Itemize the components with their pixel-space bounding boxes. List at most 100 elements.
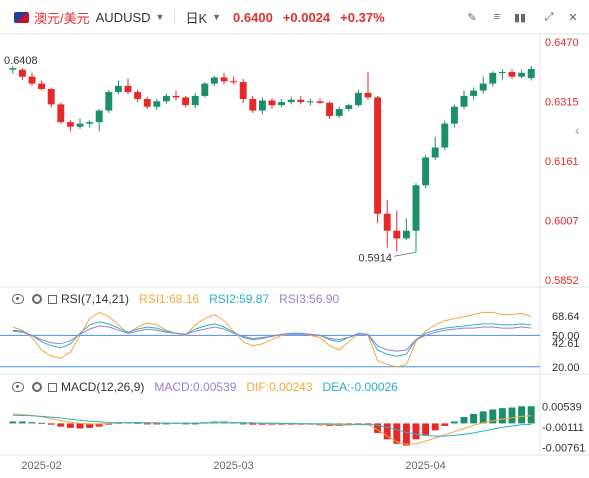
macd-tick-label: -0.00761 xyxy=(542,443,585,455)
draw-tool-icon[interactable]: ✎ xyxy=(467,11,477,24)
time-tick-label: 2025-02 xyxy=(21,460,61,472)
rsi-series-line xyxy=(12,325,532,352)
last-price: 0.6400 xyxy=(233,9,273,25)
candle-body xyxy=(162,95,170,102)
candle-body xyxy=(172,95,180,98)
period-chevron-down-icon[interactable]: ▼ xyxy=(212,12,222,22)
candle-body xyxy=(345,105,353,110)
candle-body xyxy=(47,88,55,105)
macd-histogram-bar xyxy=(422,423,430,435)
divider xyxy=(174,10,176,24)
rsi-box-icon[interactable] xyxy=(48,294,57,304)
macd-histogram-bar xyxy=(518,406,526,424)
candle-body xyxy=(470,90,478,96)
collapse-chevron-icon[interactable]: ‹ xyxy=(575,122,580,138)
dif-line xyxy=(12,413,532,445)
macd-histogram-bar xyxy=(162,423,170,425)
high-price-label: 0.6408 xyxy=(4,55,38,67)
candle-body xyxy=(278,102,286,106)
rsi2-value: RSI2:59.87 xyxy=(209,292,270,306)
candle-body xyxy=(182,97,190,106)
indicator-icon[interactable]: ≡ xyxy=(493,11,501,23)
rsi-gear-icon[interactable] xyxy=(32,294,42,304)
low-price-pointer xyxy=(393,251,417,257)
candle-body xyxy=(230,81,238,83)
candle-body xyxy=(412,185,420,231)
price-tick-label: 0.6161 xyxy=(545,156,579,168)
candle-body xyxy=(249,98,257,111)
candle-body xyxy=(326,102,334,116)
candle-body xyxy=(383,213,391,231)
fullscreen-icon[interactable]: ⤢ xyxy=(544,10,554,23)
macd-histogram-bar xyxy=(479,411,487,424)
candle-body xyxy=(306,101,314,103)
dea-line xyxy=(12,414,532,437)
period-selector[interactable]: 日K xyxy=(185,10,208,26)
candle-body xyxy=(105,92,113,111)
macd-histogram-bar xyxy=(441,423,449,426)
pair-name[interactable]: 澳元/美元 xyxy=(34,10,90,26)
chevron-down-icon[interactable]: ▼ xyxy=(155,12,165,22)
macd-histogram-bar xyxy=(450,421,458,424)
candle-body xyxy=(374,97,382,214)
candle-body xyxy=(153,101,161,107)
price-tick-label: 0.6315 xyxy=(545,97,579,109)
candle-body xyxy=(239,82,247,99)
macd-histogram-bar xyxy=(412,423,420,440)
macd-histogram-bar xyxy=(9,421,17,424)
macd-histogram-bar xyxy=(76,423,84,429)
price-tick-label: 0.6470 xyxy=(545,37,579,49)
time-tick-label: 2025-04 xyxy=(405,460,445,472)
symbol-code[interactable]: AUDUSD xyxy=(95,9,151,25)
candle-body xyxy=(9,68,17,70)
dif-value: DIF:0.00243 xyxy=(246,380,313,394)
macd-histogram-bar xyxy=(66,423,74,428)
close-icon[interactable]: ✕ xyxy=(568,11,578,24)
macd-histogram-bar xyxy=(28,422,36,424)
macd-histogram-bar xyxy=(374,423,382,433)
header-bar: 澳元/美元 AUDUSD ▼ 日K ▼ 0.6400 +0.0024 +0.37… xyxy=(0,0,589,34)
candle-body xyxy=(134,92,142,99)
candle-body xyxy=(268,100,276,106)
macd-value: MACD:0.00539 xyxy=(154,380,237,394)
candle-body xyxy=(508,72,516,77)
macd-histogram-bar xyxy=(38,422,46,424)
macd-histogram-bar xyxy=(95,423,103,427)
rsi-tick-label: 42.61 xyxy=(552,338,580,350)
rsi-tick-label: 20.00 xyxy=(552,362,580,374)
rsi1-value: RSI1:68.16 xyxy=(139,292,200,306)
macd-tick-label: -0.00111 xyxy=(542,422,584,434)
candle-body xyxy=(460,95,468,107)
rsi-legend: RSI(7,14,21) RSI1:68.16 RSI2:59.87 RSI3:… xyxy=(12,292,339,306)
price-tick-label: 0.5852 xyxy=(545,275,579,287)
rsi-series-line xyxy=(12,321,532,357)
rsi-tick-label: 68.64 xyxy=(552,311,580,323)
candle-body xyxy=(441,123,449,148)
macd-histogram-bar xyxy=(527,406,535,424)
candle-body xyxy=(258,100,266,111)
macd-histogram-bar xyxy=(191,423,199,425)
macd-histogram-bar xyxy=(393,423,401,444)
macd-eye-icon[interactable] xyxy=(12,382,24,392)
candle-body xyxy=(527,68,535,79)
candle-body xyxy=(297,99,305,103)
candle-body xyxy=(364,92,372,98)
candle-body xyxy=(86,122,94,124)
rsi-eye-icon[interactable] xyxy=(12,294,24,304)
macd-gear-icon[interactable] xyxy=(32,382,42,392)
candle-body xyxy=(124,85,132,93)
macd-histogram-bar xyxy=(86,423,94,428)
candle-body xyxy=(518,72,526,77)
macd-histogram-bar xyxy=(383,423,391,440)
macd-histogram-bar xyxy=(57,423,65,427)
candle-body xyxy=(18,69,26,77)
macd-histogram-bar xyxy=(153,423,161,425)
candle-body xyxy=(450,106,458,124)
candle-body xyxy=(489,72,497,84)
macd-histogram-bar xyxy=(258,423,266,425)
candle-type-icon[interactable]: ▮▮ xyxy=(513,11,527,24)
candle-body xyxy=(66,122,74,127)
macd-box-icon[interactable] xyxy=(48,382,57,392)
